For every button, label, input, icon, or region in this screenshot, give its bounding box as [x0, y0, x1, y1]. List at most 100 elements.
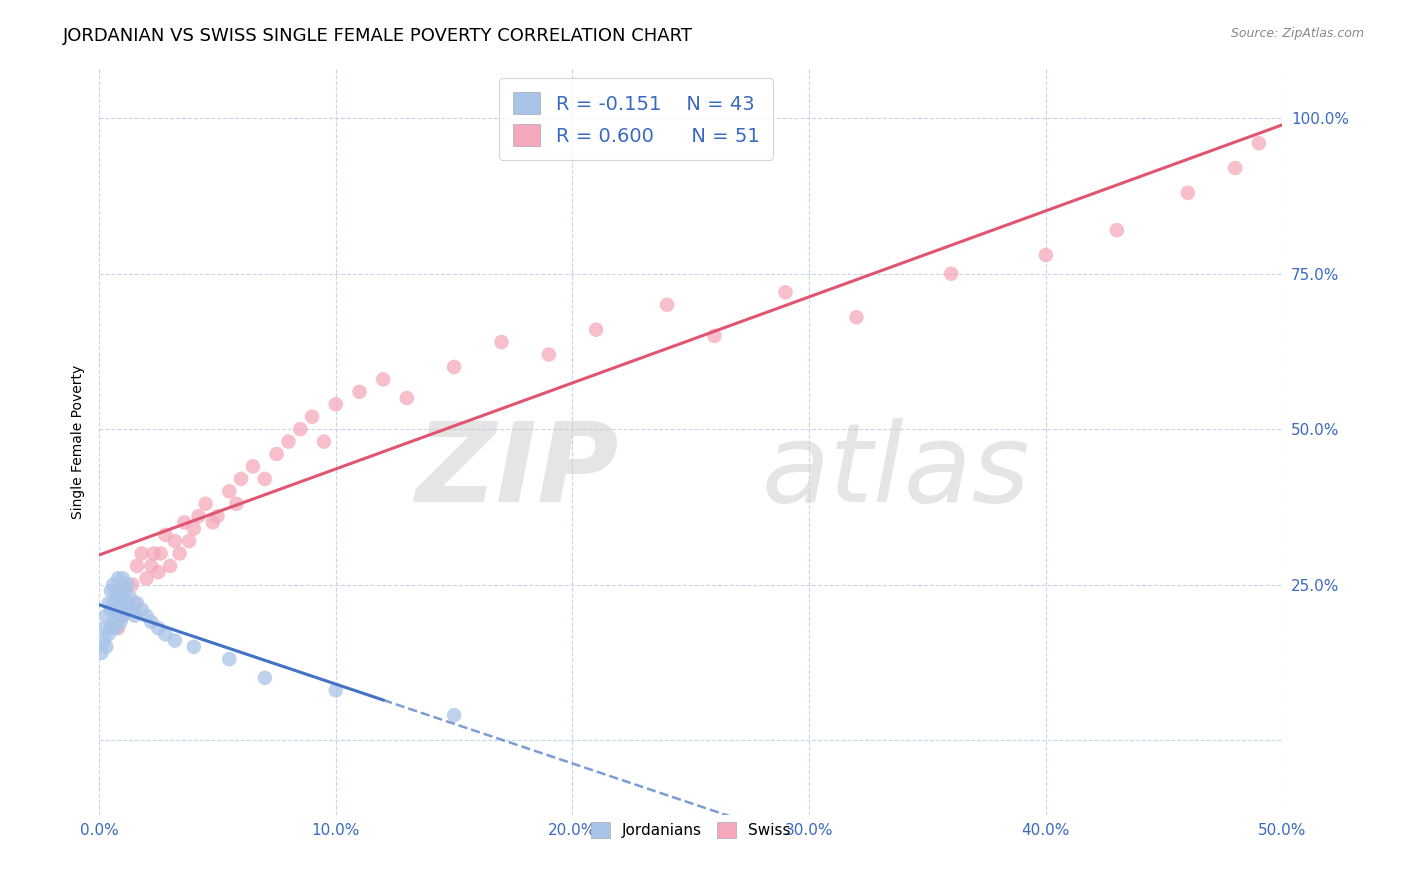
- Point: [100, 583, 122, 598]
- Point: [117, 577, 139, 591]
- Point: [177, 534, 200, 549]
- Point: [121, 602, 143, 616]
- Point: [111, 608, 134, 623]
- Point: [395, 391, 418, 405]
- Point: [301, 409, 323, 424]
- Point: [131, 602, 153, 616]
- Point: [194, 497, 217, 511]
- Point: [253, 472, 276, 486]
- Point: [1247, 136, 1270, 150]
- Point: [114, 583, 136, 598]
- Point: [218, 652, 240, 666]
- Point: [96, 608, 118, 623]
- Point: [110, 615, 132, 629]
- Text: JORDANIAN VS SWISS SINGLE FEMALE POVERTY CORRELATION CHART: JORDANIAN VS SWISS SINGLE FEMALE POVERTY…: [63, 27, 693, 45]
- Point: [187, 509, 209, 524]
- Point: [97, 627, 120, 641]
- Point: [290, 422, 312, 436]
- Point: [124, 596, 146, 610]
- Point: [103, 596, 125, 610]
- Point: [90, 646, 112, 660]
- Point: [218, 484, 240, 499]
- Point: [107, 590, 129, 604]
- Point: [97, 596, 120, 610]
- Point: [141, 615, 163, 629]
- Point: [148, 565, 170, 579]
- Point: [100, 602, 122, 616]
- Point: [325, 397, 347, 411]
- Point: [537, 347, 560, 361]
- Point: [939, 267, 962, 281]
- Point: [443, 359, 465, 374]
- Point: [142, 546, 165, 560]
- Point: [266, 447, 288, 461]
- Y-axis label: Single Female Poverty: Single Female Poverty: [72, 365, 86, 518]
- Point: [100, 621, 122, 635]
- Point: [149, 546, 172, 560]
- Point: [135, 608, 157, 623]
- Text: ZIP: ZIP: [416, 418, 620, 524]
- Point: [117, 596, 139, 610]
- Point: [242, 459, 264, 474]
- Point: [703, 329, 725, 343]
- Point: [207, 509, 229, 524]
- Point: [163, 633, 186, 648]
- Point: [125, 558, 148, 573]
- Point: [491, 335, 513, 350]
- Point: [277, 434, 299, 449]
- Text: atlas: atlas: [762, 418, 1031, 524]
- Point: [124, 608, 146, 623]
- Point: [349, 384, 371, 399]
- Point: [1177, 186, 1199, 200]
- Point: [118, 590, 141, 604]
- Point: [155, 528, 177, 542]
- Point: [103, 615, 125, 629]
- Point: [117, 596, 139, 610]
- Point: [155, 627, 177, 641]
- Point: [104, 621, 127, 635]
- Point: [107, 608, 129, 623]
- Point: [183, 522, 205, 536]
- Point: [93, 621, 115, 635]
- Point: [201, 516, 224, 530]
- Point: [253, 671, 276, 685]
- Point: [107, 571, 129, 585]
- Point: [231, 472, 253, 486]
- Point: [110, 596, 132, 610]
- Point: [135, 571, 157, 585]
- Point: [93, 633, 115, 648]
- Point: [104, 583, 127, 598]
- Point: [325, 683, 347, 698]
- Point: [159, 558, 181, 573]
- Point: [1105, 223, 1128, 237]
- Text: Source: ZipAtlas.com: Source: ZipAtlas.com: [1230, 27, 1364, 40]
- Point: [107, 621, 129, 635]
- Point: [1035, 248, 1057, 262]
- Point: [125, 596, 148, 610]
- Point: [443, 708, 465, 723]
- Point: [845, 310, 868, 325]
- Point: [103, 577, 125, 591]
- Point: [173, 516, 195, 530]
- Point: [655, 298, 678, 312]
- Point: [163, 534, 186, 549]
- Point: [96, 640, 118, 654]
- Point: [775, 285, 797, 300]
- Point: [114, 602, 136, 616]
- Point: [1223, 161, 1246, 175]
- Point: [111, 590, 134, 604]
- Point: [121, 577, 143, 591]
- Point: [371, 372, 394, 386]
- Point: [104, 602, 127, 616]
- Point: [111, 608, 134, 623]
- Point: [141, 558, 163, 573]
- Point: [169, 546, 191, 560]
- Point: [225, 497, 247, 511]
- Legend: Jordanians, Swiss: Jordanians, Swiss: [585, 816, 796, 845]
- Point: [312, 434, 335, 449]
- Point: [131, 546, 153, 560]
- Point: [111, 571, 134, 585]
- Point: [183, 640, 205, 654]
- Point: [585, 323, 607, 337]
- Point: [148, 621, 170, 635]
